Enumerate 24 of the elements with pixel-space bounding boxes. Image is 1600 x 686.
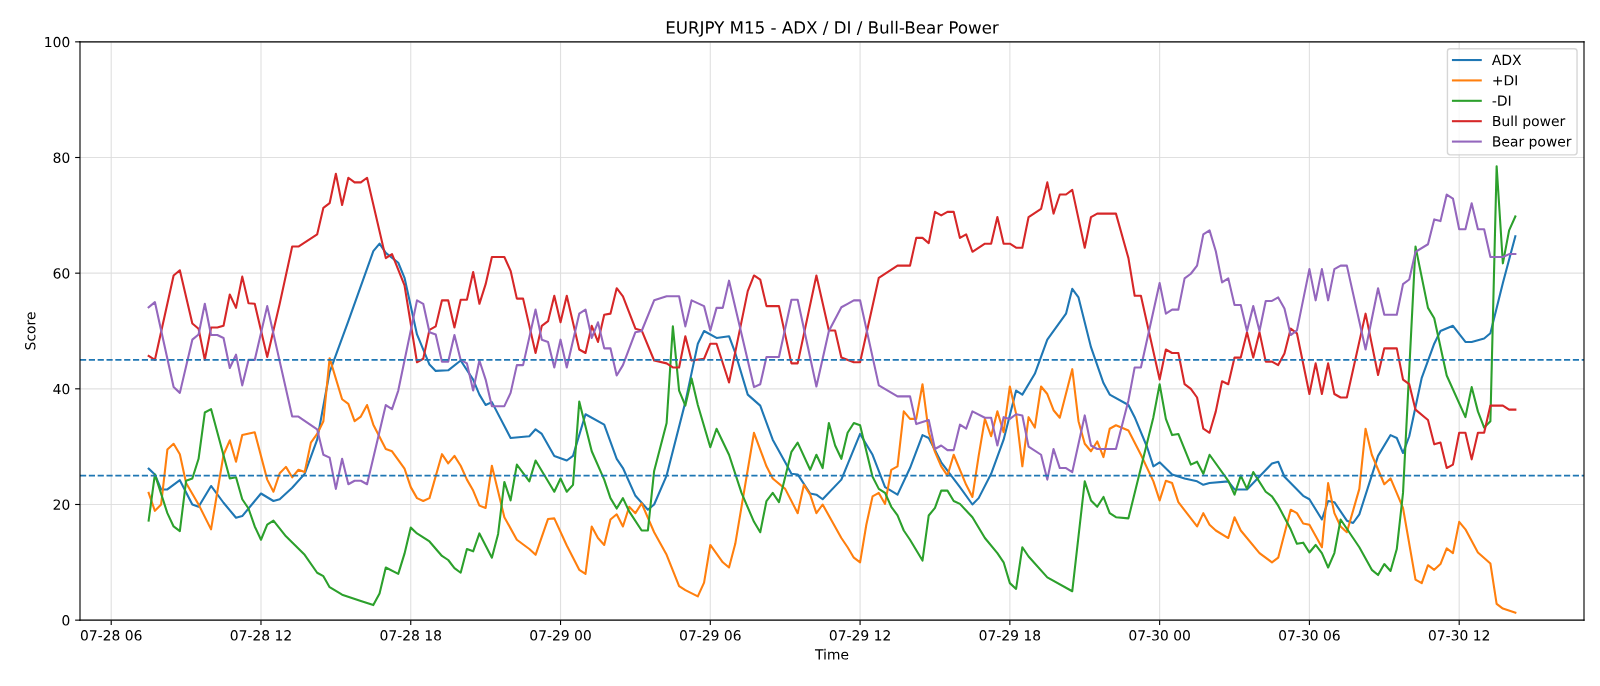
legend-label: ADX	[1491, 54, 1522, 65]
x-tick-label: 07-30 06	[1279, 630, 1340, 641]
x-axis-title: Time	[814, 648, 849, 660]
x-tick-label: 07-28 18	[380, 630, 442, 641]
legend-label: Bull power	[1493, 115, 1566, 129]
y-tick-label: 40	[53, 383, 70, 395]
x-tick-label: 07-29 00	[530, 630, 591, 641]
chart-title: EURJPY M15 - ADX / DI / Bull-Bear Power	[666, 20, 999, 37]
x-tick-label: 07-29 12	[829, 630, 890, 641]
x-tick-label: 07-28 12	[230, 630, 291, 641]
x-tick-label: 07-30 00	[1129, 630, 1190, 641]
legend-label: Bear power	[1493, 136, 1572, 150]
y-tick-label: 60	[53, 268, 70, 279]
x-tick-label: 07-29 18	[979, 630, 1041, 641]
y-tick-label: 20	[53, 499, 70, 510]
y-tick-label: 80	[53, 152, 70, 163]
x-tick-label: 07-29 06	[680, 630, 741, 641]
y-tick-label: 100	[45, 36, 70, 48]
x-tick-label: 07-30 12	[1428, 630, 1490, 641]
x-tick-label: 07-28 06	[80, 630, 142, 641]
y-axis-title: Score	[25, 312, 36, 350]
y-tick-label: 0	[62, 615, 70, 626]
legend-label: -DI	[1492, 95, 1511, 106]
legend-label: +DI	[1493, 75, 1517, 86]
